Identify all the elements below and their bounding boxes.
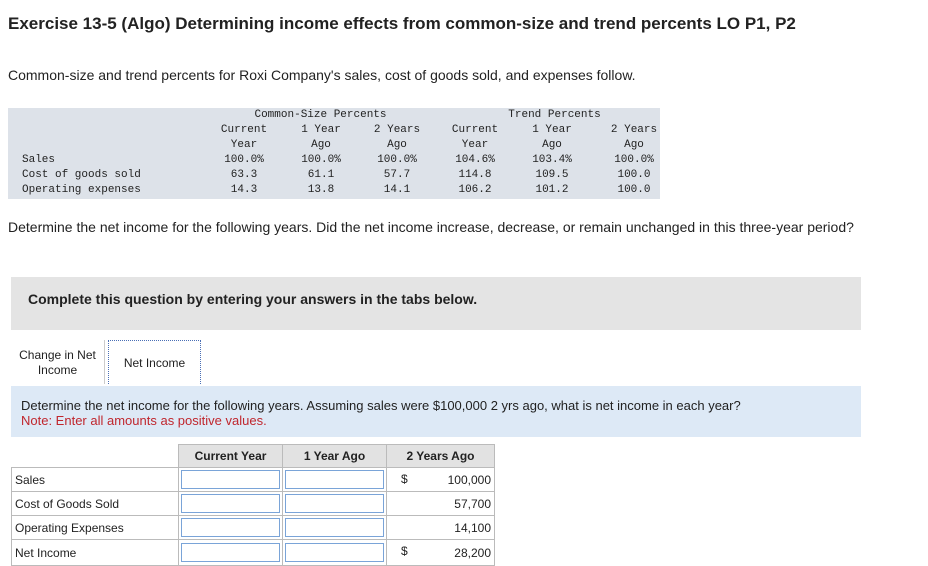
- column-header: 2 Years Ago: [386, 444, 495, 468]
- cell: 104.6%: [455, 154, 495, 166]
- row-label: Sales: [11, 467, 179, 492]
- row-label: Net Income: [11, 539, 179, 566]
- input-cell: [178, 539, 283, 566]
- column-header: 1 Year Ago: [282, 444, 387, 468]
- row: Sales $100,000: [11, 467, 495, 492]
- input-cell: [178, 515, 283, 540]
- row: Net Income $28,200: [11, 539, 495, 566]
- cell: 100.0%: [224, 154, 264, 166]
- row: Operating Expenses 14,100: [11, 515, 495, 540]
- input-cell: [282, 515, 387, 540]
- value-cell: $28,200: [386, 539, 495, 566]
- input-box[interactable]: [181, 518, 280, 537]
- value-cell: 57,700: [386, 491, 495, 516]
- cell: 100.0: [617, 169, 651, 181]
- column-header: 1 Year Ago: [301, 124, 341, 151]
- column-header: 1 Year Ago: [532, 124, 572, 151]
- group-header: Trend Percents: [508, 109, 601, 121]
- input-cell: [178, 491, 283, 516]
- instruction-text: Determine the net income for the followi…: [21, 398, 741, 413]
- row: Cost of Goods Sold 57,700: [11, 491, 495, 516]
- input-box[interactable]: [181, 470, 280, 489]
- input-cell: [282, 539, 387, 566]
- column-header: Current Year: [451, 124, 499, 151]
- row-label: Cost of goods sold: [22, 169, 141, 181]
- header-row: Current Year 1 Year Ago 2 Years Ago: [11, 444, 495, 468]
- input-cell: [178, 467, 283, 492]
- row-label: Sales: [22, 154, 56, 166]
- cell: 100.0%: [614, 154, 654, 166]
- input-box[interactable]: [285, 494, 384, 513]
- value-cell: 14,100: [386, 515, 495, 540]
- note-text: Note: Enter all amounts as positive valu…: [21, 413, 267, 428]
- amount: 100,000: [447, 472, 491, 487]
- input-cell: [282, 467, 387, 492]
- cell: 57.7: [383, 169, 411, 181]
- input-box[interactable]: [181, 494, 280, 513]
- column-header: 2 Years Ago: [610, 124, 658, 151]
- row-label: Operating expenses: [22, 184, 141, 196]
- cell: 103.4%: [532, 154, 572, 166]
- cell: 13.8: [307, 184, 335, 196]
- currency: $: [401, 472, 408, 486]
- cell: 109.5: [535, 169, 569, 181]
- cell: 100.0: [617, 184, 651, 196]
- row-label: Cost of Goods Sold: [11, 491, 179, 516]
- input-box[interactable]: [285, 518, 384, 537]
- cell: 14.1: [383, 184, 411, 196]
- input-cell: [282, 491, 387, 516]
- cell: 14.3: [230, 184, 258, 196]
- cell: 114.8: [458, 169, 492, 181]
- amount: 14,100: [454, 520, 491, 535]
- row-label: Operating Expenses: [11, 515, 179, 540]
- tab[interactable]: Net Income: [108, 340, 201, 384]
- answer-table: Current Year 1 Year Ago 2 Years Ago Sales $1…: [11, 444, 495, 566]
- percent-table: Common-Size Percents Trend Percents Curren…: [8, 108, 660, 199]
- input-box[interactable]: [285, 543, 384, 562]
- cell: 101.2: [535, 184, 569, 196]
- amount: 57,700: [454, 496, 491, 511]
- tab[interactable]: Change in Net Income: [11, 340, 105, 384]
- question-text: Determine the net income for the followi…: [8, 219, 854, 235]
- column-header: Current Year: [178, 444, 283, 468]
- banner: Complete this question by entering your …: [11, 277, 861, 330]
- group-header: Common-Size Percents: [254, 109, 387, 121]
- cell: 63.3: [230, 169, 258, 181]
- banner-text: Complete this question by entering your …: [28, 291, 478, 307]
- cell: 61.1: [307, 169, 335, 181]
- amount: 28,200: [454, 545, 491, 560]
- column-header: Current Year: [220, 124, 268, 151]
- input-box[interactable]: [285, 470, 384, 489]
- exercise-title: Exercise 13-5 (Algo) Determining income …: [8, 14, 796, 33]
- column-header: 2 Years Ago: [373, 124, 421, 151]
- instruction-panel: Determine the net income for the followi…: [11, 386, 861, 437]
- header-cell: [11, 444, 179, 468]
- cell: 100.0%: [377, 154, 417, 166]
- value-cell: $100,000: [386, 467, 495, 492]
- cell: 106.2: [458, 184, 492, 196]
- cell: 100.0%: [301, 154, 341, 166]
- currency: $: [401, 544, 408, 558]
- input-box[interactable]: [181, 543, 280, 562]
- intro-text: Common-size and trend percents for Roxi …: [8, 67, 636, 83]
